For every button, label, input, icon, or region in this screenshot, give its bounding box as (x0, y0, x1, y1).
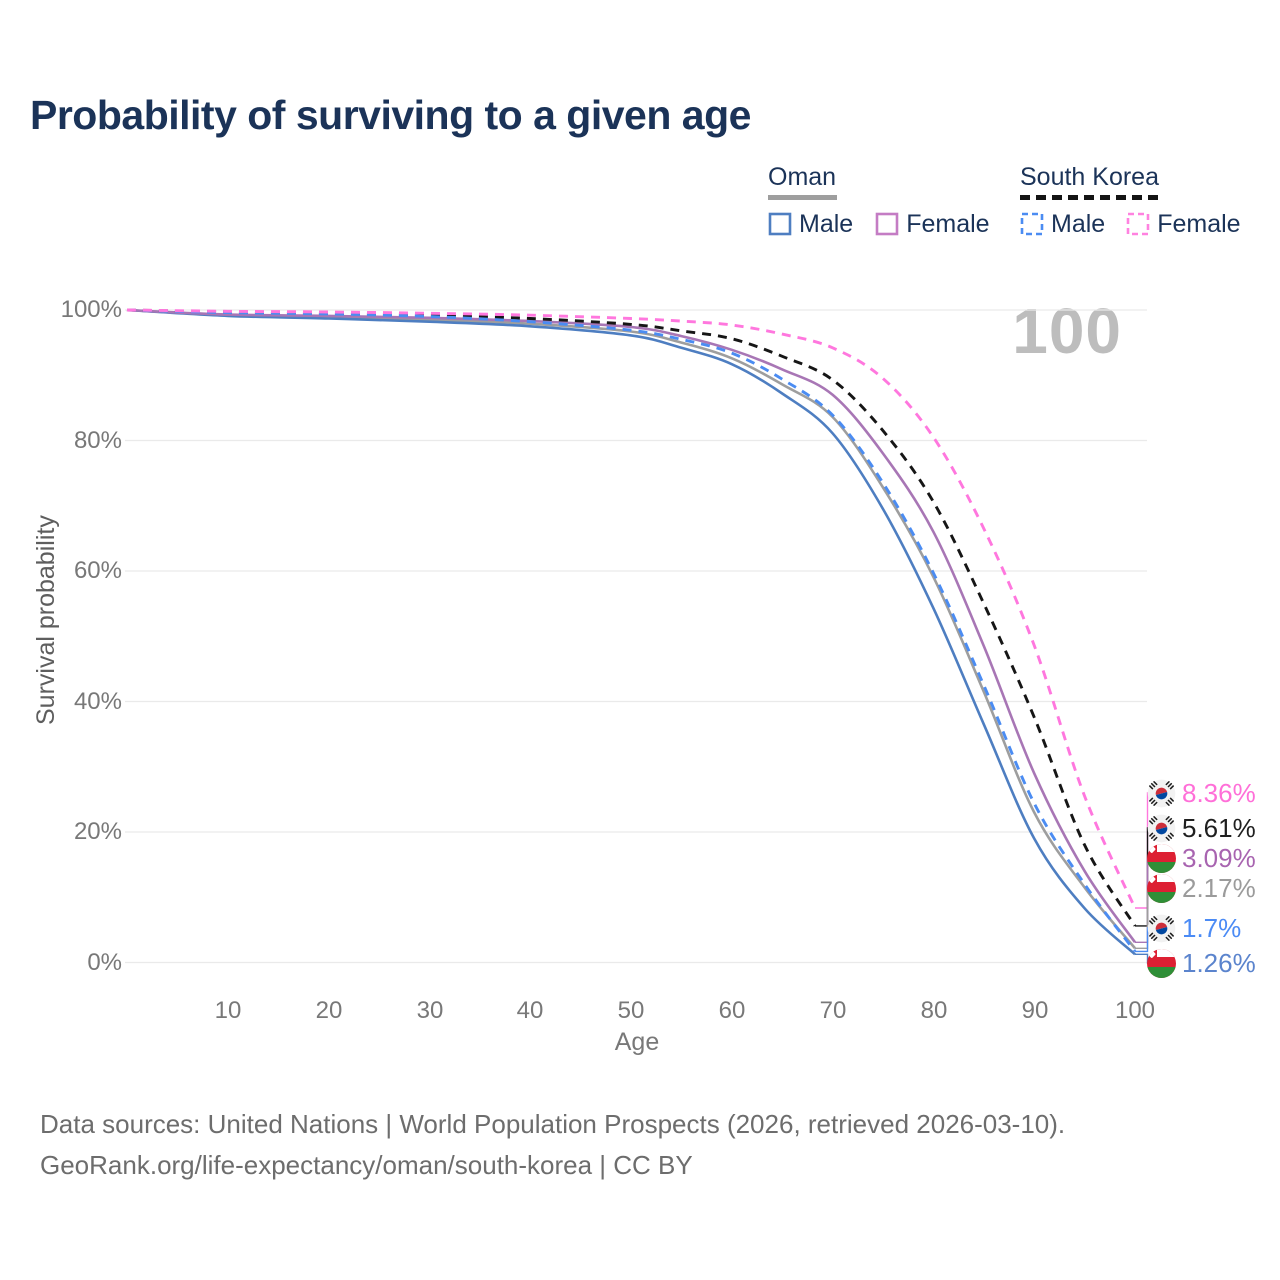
y-tick-0: 0% (87, 949, 122, 976)
end-label-oman-male: 1.26% (1147, 948, 1256, 978)
south-korea-flag-icon (1147, 779, 1176, 808)
x-tick-50: 50 (617, 997, 645, 1024)
south-korea-flag-icon (1147, 914, 1176, 943)
page-title: Probability of surviving to a given age (30, 92, 751, 138)
end-label-oman-female: 3.09% (1147, 843, 1256, 873)
x-tick-70: 70 (819, 997, 847, 1024)
curve-oman-both-sexes[interactable] (126, 308, 1136, 950)
legend-oman-male-label: Male (799, 209, 854, 238)
footer: Data sources: United Nations | World Pop… (40, 1104, 1065, 1186)
data-sources-line: Data sources: United Nations | World Pop… (40, 1109, 1066, 1139)
legend-group-south-korea: South Korea Male Female (1020, 163, 1241, 239)
x-tick-90: 90 (1021, 997, 1049, 1024)
y-tick-80: 80% (73, 427, 122, 454)
legend-oman-underline-solid-line (768, 195, 837, 200)
x-axis-title: Age (614, 1028, 660, 1056)
end-label-south-korea-male: 1.7% (1147, 913, 1241, 943)
oman-flag-icon (1147, 843, 1176, 873)
end-label-value: 2.17% (1182, 873, 1256, 903)
legend-item-south-korea-male[interactable]: Male (1020, 210, 1105, 239)
attribution-line: GeoRank.org/life-expectancy/oman/south-k… (40, 1150, 693, 1180)
x-tick-80: 80 (920, 997, 948, 1024)
curve-south-korea-male[interactable] (126, 308, 1137, 953)
legend-south-korea-underline-dashed-line (1020, 195, 1162, 200)
legend-item-south-korea-female[interactable]: Female (1126, 209, 1241, 239)
end-label-value: 3.09% (1182, 843, 1256, 873)
end-label-south-korea-both: 5.61% (1147, 813, 1256, 843)
end-label-value: 1.26% (1182, 948, 1256, 978)
south-korea-male-swatch-icon (1020, 212, 1044, 236)
curve-south-korea-female[interactable] (126, 308, 1137, 909)
end-label-value: 5.61% (1182, 813, 1256, 843)
curve-oman-male[interactable] (126, 308, 1136, 956)
x-tick-10: 10 (214, 997, 242, 1024)
legend-oman-female-label: Female (906, 209, 990, 238)
curve-oman-female[interactable] (126, 308, 1137, 944)
y-tick-20: 20% (73, 818, 122, 845)
end-label-value: 1.7% (1182, 913, 1242, 943)
end-label-south-korea-female: 8.36% (1147, 778, 1256, 808)
legend-item-oman-female[interactable]: Female (875, 209, 990, 239)
hovered-age-watermark: 100 (1012, 295, 1122, 367)
x-tick-100: 100 (1114, 997, 1156, 1024)
oman-female-swatch-icon (875, 212, 899, 236)
x-tick-30: 30 (416, 997, 444, 1024)
oman-flag-icon (1147, 948, 1176, 978)
legend-south-korea-female-label: Female (1157, 209, 1241, 238)
legend-item-oman-male[interactable]: Male (768, 210, 853, 239)
x-tick-20: 20 (315, 997, 343, 1024)
south-korea-female-swatch-icon (1126, 212, 1150, 236)
south-korea-flag-icon (1147, 814, 1176, 843)
end-label-value: 8.36% (1182, 778, 1256, 808)
oman-flag-icon (1147, 873, 1176, 903)
y-tick-40: 40% (73, 688, 122, 715)
x-tick-60: 60 (718, 997, 746, 1024)
end-label-oman-both: 2.17% (1147, 873, 1256, 903)
y-tick-60: 60% (73, 557, 122, 584)
curve-south-korea-both-sexes[interactable] (126, 308, 1137, 927)
legend-south-korea-male-label: Male (1051, 209, 1106, 238)
oman-male-swatch-icon (768, 212, 792, 236)
legend-south-korea-label: South Korea (1020, 163, 1159, 191)
legend-oman-label: Oman (768, 163, 837, 191)
x-tick-40: 40 (516, 997, 544, 1024)
y-tick-100: 100% (60, 296, 122, 323)
legend-group-oman: Oman Male Female (768, 163, 990, 239)
